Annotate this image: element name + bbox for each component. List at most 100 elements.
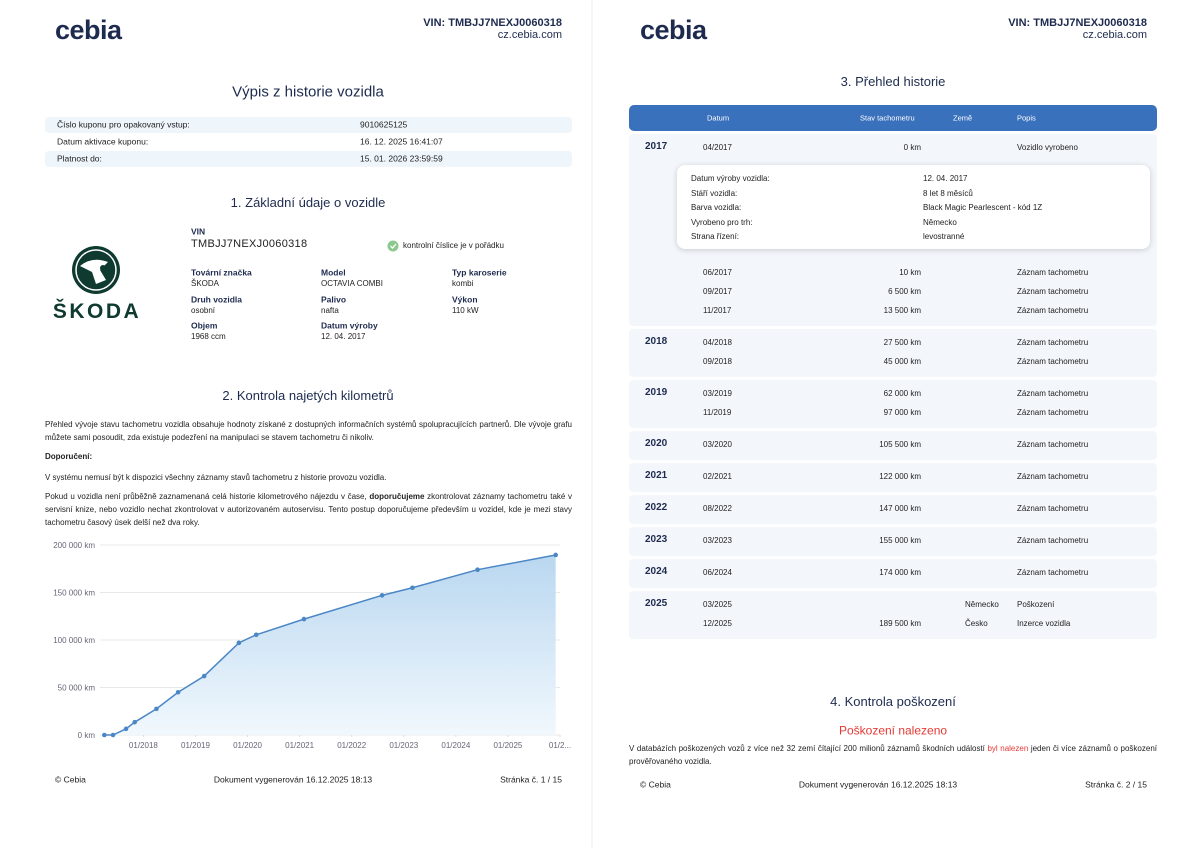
year-group [629,329,1157,377]
row-date: 12/2025 [703,619,732,628]
year-group [629,591,1157,639]
row-desc: Poškození [1017,600,1055,609]
section-title: 2. Kontrola najetých kilometrů [222,387,394,403]
field-label: Tovární značka [191,267,252,278]
row-km: 13 500 km [883,306,921,315]
field-label: Druh vozidla [191,294,243,305]
column-header: Země [953,113,973,123]
row-country: Německo [965,600,999,609]
row-km: 45 000 km [883,357,921,366]
row-km: 62 000 km [883,389,921,398]
section-title: 1. Základní údaje o vozidle [230,194,386,210]
row-desc: Záznam tachometru [1017,472,1089,481]
coupon-value: 16. 12. 2025 16:41:07 [360,136,443,147]
row-desc: Inzerce vozidla [1017,619,1071,628]
row-km: 155 000 km [879,536,921,545]
row-date: 04/2018 [703,338,732,347]
y-tick-label: 100 000 km [53,636,95,645]
field-label: Objem [191,320,218,331]
x-tick-label: 01/2020 [233,741,262,750]
row-date: 06/2017 [703,268,732,277]
text-part: byl nalezen [987,744,1029,753]
vin: VIN: TMBJJ7NEXJ0060318 [1008,17,1147,30]
field-label: Datum výroby [321,320,378,331]
detail-label: Barva vozidla: [691,203,742,212]
vin: VIN: TMBJJ7NEXJ0060318 [423,17,562,30]
point [154,706,159,712]
y-tick-label: 150 000 km [53,589,95,598]
row-km: 27 500 km [883,338,921,347]
x-tick-label: 01/2025 [493,741,522,750]
year: 2022 [645,501,668,513]
row-km: 174 000 km [879,568,921,577]
row-desc: Záznam tachometru [1017,306,1089,315]
year: 2021 [645,469,668,481]
row-desc: Záznam tachometru [1017,389,1089,398]
field-value: kombi [452,279,474,288]
text-part: Pokud u vozidla není průběžně zaznamenan… [45,492,370,501]
row-desc: Záznam tachometru [1017,440,1089,449]
coupon-label: Číslo kuponu pro opakovaný vstup: [57,119,190,130]
row-desc: Záznam tachometru [1017,287,1089,296]
row-date: 11/2017 [703,306,732,315]
coupon-label: Platnost do: [57,153,102,164]
point [475,567,480,572]
row-date: 03/2023 [703,536,732,545]
coupon-value: 15. 01. 2026 23:59:59 [360,153,443,164]
detail-card [677,165,1150,249]
paragraph: Přehled vývoje stavu tachometru vozidla … [45,420,572,442]
point [379,593,385,598]
year: 2019 [645,386,668,398]
text-part: V databázích poškozených vozů z více než… [629,744,988,753]
website: cz.cebia.com [497,29,562,42]
x-tick-label: 01/2021 [285,741,314,750]
year-group [629,431,1157,460]
row-km: 0 km [903,143,921,152]
x-tick-label: 01/2... [549,741,571,750]
year: 2025 [645,597,668,609]
row-date: 06/2024 [703,568,732,577]
field-value: 1968 ccm [191,332,226,341]
detail-label: Strana řízení: [691,232,740,241]
paragraph-heading: Doporučení: [45,452,93,461]
row-date: 09/2017 [703,287,732,296]
area [104,554,556,735]
title: Výpis z historie vozidla [232,83,384,101]
coupon-label: Datum aktivace kuponu: [57,136,149,147]
point [553,552,558,558]
year-group [629,559,1157,588]
row-desc: Záznam tachometru [1017,357,1089,366]
column-header: Popis [1017,113,1036,123]
year-group [629,495,1157,524]
row-desc: Záznam tachometru [1017,408,1089,417]
year-group [629,380,1157,428]
damage-status: Poškození nalezeno [838,723,948,738]
row-km: 147 000 km [879,504,921,513]
coupon-value: 9010625125 [360,119,408,130]
row-date: 03/2020 [703,440,732,449]
coupon-row-bg [45,151,572,167]
point [123,726,129,732]
section-title: 4. Kontrola poškození [830,693,956,709]
point [236,640,242,646]
row-date: 08/2022 [703,504,732,513]
field-label: Palivo [321,294,347,305]
row-km: 189 500 km [879,619,921,628]
website: cz.cebia.com [1082,29,1147,42]
check-icon [387,240,399,252]
row-km: 105 500 km [879,440,921,449]
detail-value: Black Magic Pearlescent - kód 1Z [923,203,1043,212]
y-tick-label: 50 000 km [58,684,96,693]
column-header: Stav tachometru [860,113,915,123]
year-group [629,527,1157,556]
text-part: jeden či více záznamů o poškození prověř… [629,744,1157,766]
paragraph: V databázích poškozených vozů z více než… [629,742,1157,768]
row-desc: Záznam tachometru [1017,268,1089,277]
point [301,616,307,622]
footer-right: Stránka č. 2 / 15 [1085,779,1147,790]
y-tick-label: 200 000 km [53,541,95,550]
row-date: 04/2017 [703,143,732,152]
detail-label: Vyrobeno pro trh: [691,217,753,227]
row-desc: Záznam tachometru [1017,504,1089,513]
